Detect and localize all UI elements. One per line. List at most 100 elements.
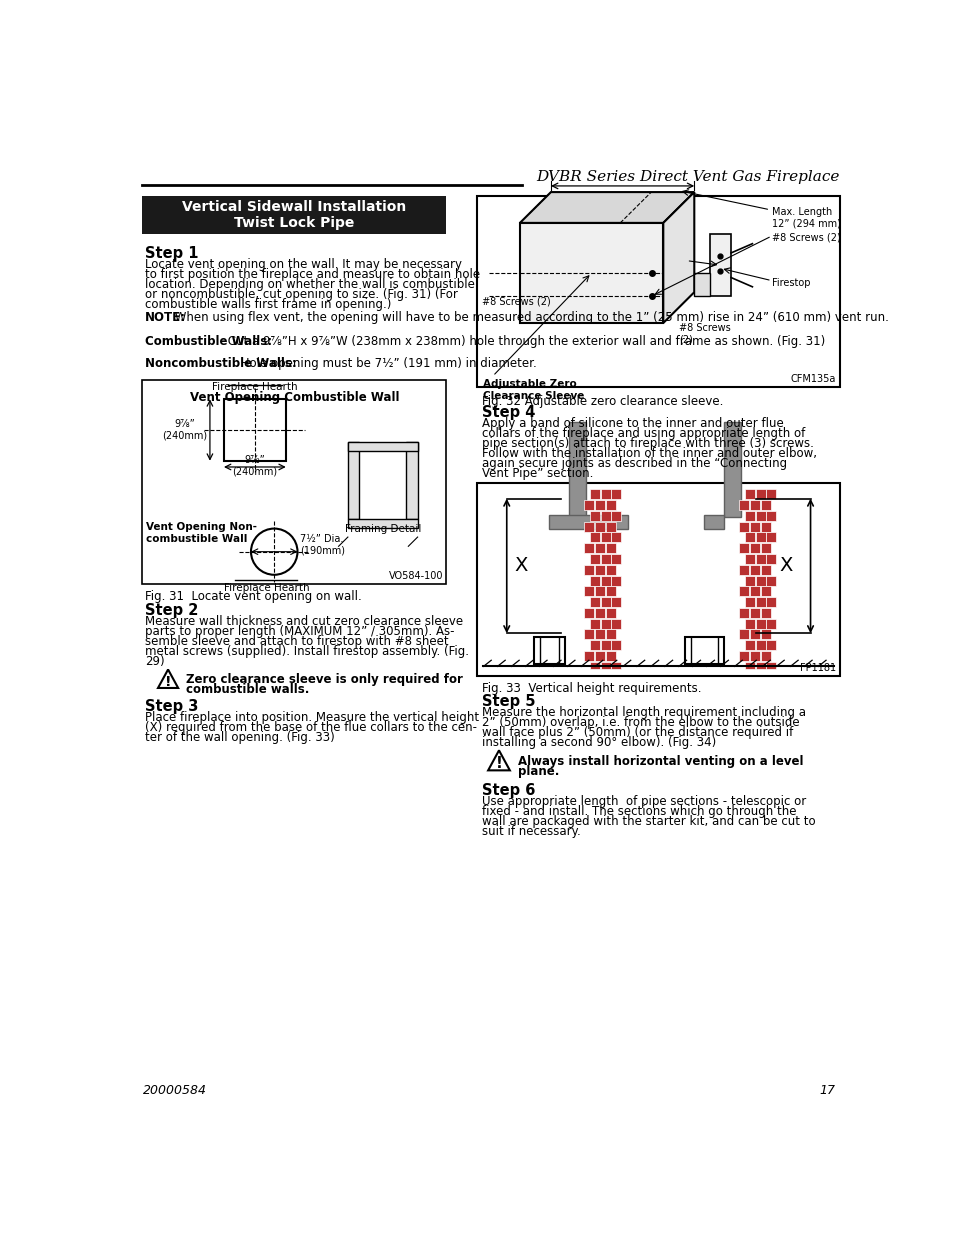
Text: Fireplace Hearth: Fireplace Hearth [212, 383, 297, 393]
Bar [744, 576, 754, 585]
Bar [589, 489, 599, 499]
Text: Fig. 31  Locate vent opening on wall.: Fig. 31 Locate vent opening on wall. [145, 590, 361, 603]
Bar [611, 640, 620, 651]
Bar [694, 273, 709, 296]
Text: Zero clearance sleeve is only required for: Zero clearance sleeve is only required f… [186, 673, 462, 685]
Bar [760, 608, 770, 618]
Bar [755, 532, 765, 542]
Bar [739, 608, 748, 618]
Bar [760, 587, 770, 597]
Bar [755, 511, 765, 521]
Bar [348, 442, 359, 519]
Bar [599, 511, 610, 521]
Bar [760, 630, 770, 640]
Bar [749, 500, 760, 510]
Bar [723, 421, 740, 517]
Text: wall face plus 2” (50mm) (or the distance required if: wall face plus 2” (50mm) (or the distanc… [481, 726, 792, 740]
Text: Cut a 9⅞”H x 9⅞”W (238mm x 238mm) hole through the exterior wall and frame as sh: Cut a 9⅞”H x 9⅞”W (238mm x 238mm) hole t… [224, 335, 824, 347]
Bar [760, 564, 770, 574]
Polygon shape [519, 193, 694, 222]
Bar [611, 576, 620, 585]
Bar [589, 555, 599, 564]
Bar [476, 483, 840, 676]
Bar [595, 587, 604, 597]
Bar [755, 640, 765, 651]
Text: VO584-100: VO584-100 [388, 571, 443, 580]
Text: metal screws (supplied). Install firestop assembly. (Fig.: metal screws (supplied). Install firesto… [145, 645, 468, 658]
Bar [760, 521, 770, 531]
Text: Apply a band of silicone to the inner and outer flue: Apply a band of silicone to the inner an… [481, 417, 782, 430]
Bar [765, 511, 776, 521]
Text: Step 3: Step 3 [145, 699, 198, 714]
Bar [595, 651, 604, 661]
Bar [765, 489, 776, 499]
Text: Vent Opening Combustible Wall: Vent Opening Combustible Wall [190, 390, 398, 404]
Text: 17: 17 [819, 1084, 835, 1097]
Bar [583, 564, 594, 574]
Bar [605, 521, 616, 531]
Bar [765, 597, 776, 608]
Text: Vent Opening Non-
combustible Wall: Vent Opening Non- combustible Wall [146, 522, 257, 545]
Bar [599, 597, 610, 608]
Bar [744, 597, 754, 608]
Bar [605, 651, 616, 661]
Bar [605, 564, 616, 574]
Bar [142, 196, 446, 235]
Text: 29): 29) [145, 655, 164, 668]
Polygon shape [662, 193, 694, 324]
Text: Locate vent opening on the wall. It may be necessary: Locate vent opening on the wall. It may … [145, 258, 461, 272]
Bar [599, 532, 610, 542]
Bar [749, 587, 760, 597]
Text: or noncombustible, cut opening to size. (Fig. 31) (For: or noncombustible, cut opening to size. … [145, 288, 457, 301]
Text: Fig. 33  Vertical height requirements.: Fig. 33 Vertical height requirements. [481, 682, 700, 695]
Bar [765, 619, 776, 629]
Bar [583, 543, 594, 553]
Bar [749, 608, 760, 618]
Bar [739, 521, 748, 531]
Bar [744, 532, 754, 542]
Bar [739, 630, 748, 640]
Bar [765, 532, 776, 542]
Text: fixed - and install. The sections which go through the: fixed - and install. The sections which … [481, 805, 796, 818]
Bar [611, 619, 620, 629]
Text: !: ! [495, 756, 502, 771]
Bar [755, 597, 765, 608]
Bar [749, 521, 760, 531]
Bar [519, 222, 662, 324]
Bar [583, 587, 594, 597]
Bar [755, 662, 765, 669]
Text: Step 6: Step 6 [481, 783, 535, 798]
Bar [583, 651, 594, 661]
Bar [568, 421, 585, 517]
Bar [589, 576, 599, 585]
Bar [142, 380, 446, 584]
Bar [595, 500, 604, 510]
Text: Step 1: Step 1 [145, 246, 198, 261]
Bar [755, 489, 765, 499]
Text: again secure joints as described in the “Connecting: again secure joints as described in the … [481, 457, 786, 471]
Bar [589, 640, 599, 651]
Bar [744, 619, 754, 629]
Bar [549, 515, 628, 529]
Bar [595, 543, 604, 553]
Text: (X) required from the base of the flue collars to the cen-: (X) required from the base of the flue c… [145, 721, 476, 734]
Text: combustible walls.: combustible walls. [186, 683, 309, 695]
Text: Firestop: Firestop [771, 278, 809, 288]
Bar [755, 555, 765, 564]
Text: Measure wall thickness and cut zero clearance sleeve: Measure wall thickness and cut zero clea… [145, 615, 462, 627]
Bar [744, 511, 754, 521]
Bar [595, 630, 604, 640]
Text: Combustible Walls:: Combustible Walls: [145, 335, 272, 347]
Bar [611, 532, 620, 542]
Bar [583, 521, 594, 531]
Text: Always install horizontal venting on a level: Always install horizontal venting on a l… [517, 755, 802, 768]
Text: Framing Detail: Framing Detail [344, 524, 420, 534]
Bar [611, 489, 620, 499]
Bar [476, 196, 840, 387]
Bar [605, 543, 616, 553]
Bar [749, 651, 760, 661]
Bar [611, 662, 620, 669]
Bar [739, 500, 748, 510]
Text: parts to proper length (MAXIMUM 12” / 305mm). As-: parts to proper length (MAXIMUM 12” / 30… [145, 625, 454, 637]
Text: Max. Length
12” (294 mm): Max. Length 12” (294 mm) [771, 206, 840, 228]
